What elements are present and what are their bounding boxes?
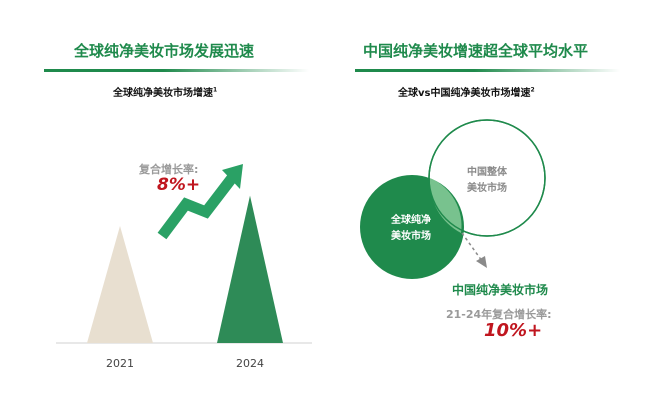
left-subtitle: 全球纯净美妆市场增速1 xyxy=(113,84,217,99)
circle-overlap-area xyxy=(429,178,462,233)
large-circle-label-line2: 美妆市场 xyxy=(467,181,507,194)
right-footnote: 2 xyxy=(530,86,535,94)
china-beauty-market-circle-outline xyxy=(428,119,546,237)
china-clean-beauty-title: 中国纯净美妆市场 xyxy=(452,283,549,297)
left-footnote: 1 xyxy=(213,86,218,94)
global-clean-beauty-circle xyxy=(360,175,464,279)
left-cagr-label: 复合增长率: xyxy=(139,163,199,176)
growth-arrow-icon xyxy=(157,174,237,240)
right-cagr-value: 10%+ xyxy=(484,320,543,341)
right-panel-title: 中国纯净美妆增速超全球平均水平 xyxy=(363,42,589,60)
small-circle-label-line2: 美妆市场 xyxy=(391,229,431,242)
chart-bars xyxy=(87,195,283,343)
right-title-rule xyxy=(355,69,620,72)
bar-2021 xyxy=(87,226,153,343)
right-cagr-label: 21-24年复合增长率: xyxy=(446,308,552,321)
chart-category-labels: 2021 2024 xyxy=(106,357,264,370)
small-circle-label-line1: 全球纯净 xyxy=(390,213,431,226)
bar-2024 xyxy=(217,195,283,343)
left-subtitle-text: 全球纯净美妆市场增速 xyxy=(113,88,213,99)
dashed-pointer-line xyxy=(461,232,483,262)
pointer-arrow-head-icon xyxy=(476,256,487,268)
growth-arrow-head-icon xyxy=(222,164,243,189)
left-panel-title: 全球纯净美妆市场发展迅速 xyxy=(74,42,255,60)
left-cagr-value: 8%+ xyxy=(157,175,201,195)
category-label-2024: 2024 xyxy=(236,357,264,370)
right-subtitle-text: 全球vs中国纯净美妆市场增速 xyxy=(398,88,531,99)
left-title-rule xyxy=(44,69,309,72)
category-label-2021: 2021 xyxy=(106,357,134,370)
large-circle-label-line1: 中国整体 xyxy=(467,165,508,178)
right-subtitle: 全球vs中国纯净美妆市场增速2 xyxy=(398,84,535,99)
